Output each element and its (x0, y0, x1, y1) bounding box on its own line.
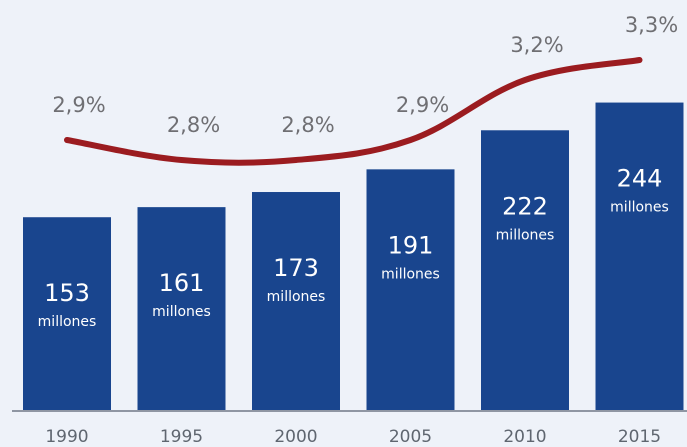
bar-unit-label: millones (38, 314, 97, 330)
x-tick-label: 1990 (45, 427, 88, 447)
bar-unit-label: millones (267, 289, 326, 305)
rate-value-label: 2,8% (281, 113, 334, 137)
bar-value-label: 173 (273, 254, 319, 282)
x-tick-label: 2015 (618, 427, 661, 447)
rate-value-label: 2,9% (52, 93, 105, 117)
bar-group: 153 millones 161 millones 173 millones 191 mill… (23, 102, 684, 410)
bar-value-label: 153 (44, 279, 90, 307)
rate-value-label: 2,8% (167, 113, 220, 137)
rate-value-label: 3,3% (625, 13, 678, 37)
bar-unit-label: millones (152, 304, 211, 320)
x-tick-label: 1995 (160, 427, 203, 447)
x-tick-label: 2000 (274, 427, 317, 447)
bar-unit-label: millones (381, 266, 440, 282)
bar-unit-label: millones (496, 227, 555, 243)
x-tick-label: 2005 (389, 427, 432, 447)
bar-value-label: 191 (388, 231, 434, 259)
bar-2015 (595, 102, 684, 410)
rate-value-label: 3,2% (510, 33, 563, 57)
rate-label-group: 2,9% 2,8% 2,8% 2,9% 3,2% 3,3% (52, 13, 678, 137)
bar-2010 (481, 130, 569, 410)
bar-value-label: 244 (617, 165, 663, 193)
bar-unit-label: millones (610, 200, 669, 216)
x-tick-group: 1990 1995 2000 2005 2010 2015 (45, 427, 661, 447)
bar-1995 (137, 207, 226, 410)
bar-2000 (252, 192, 340, 410)
bar-1990 (23, 217, 111, 410)
rate-line (64, 57, 643, 166)
bar-value-label: 222 (502, 192, 548, 220)
bar-value-label: 161 (159, 269, 205, 297)
bar-2005 (366, 169, 455, 410)
rate-value-label: 2,9% (396, 93, 449, 117)
x-tick-label: 2010 (503, 427, 546, 447)
